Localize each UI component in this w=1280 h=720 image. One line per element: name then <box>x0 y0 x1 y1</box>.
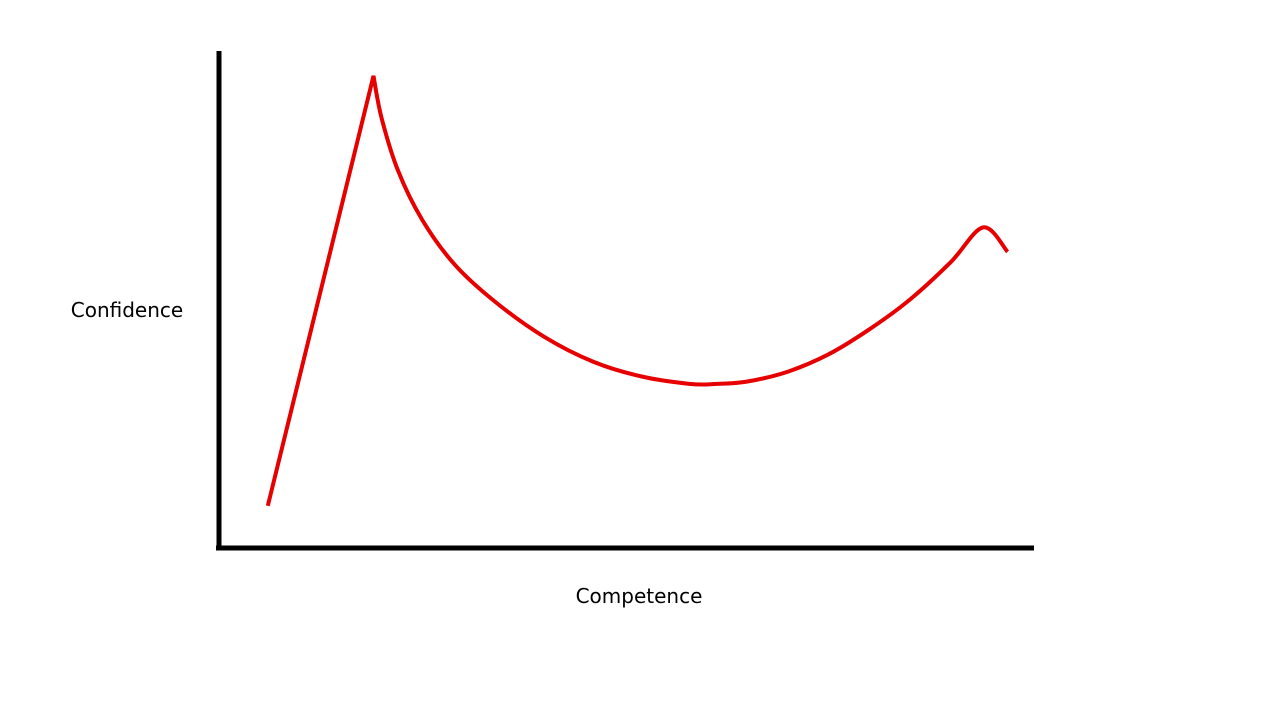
confidence-competence-curve <box>265 75 1010 507</box>
y-axis-label: Confidence <box>71 298 183 322</box>
x-axis-label: Competence <box>576 584 703 608</box>
